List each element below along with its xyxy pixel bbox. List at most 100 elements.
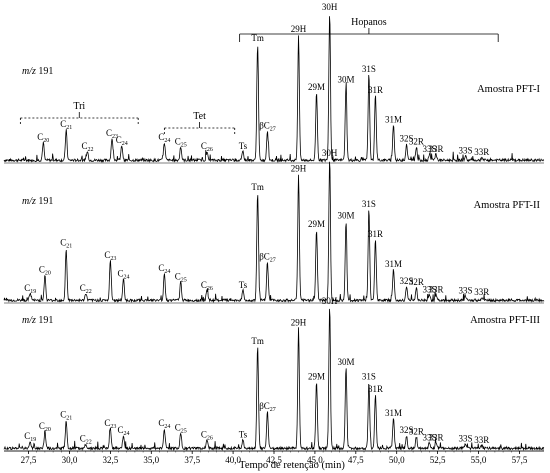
peak-label-subscript: 22 [86, 289, 92, 295]
peak-label: 33S [458, 146, 472, 156]
peak-label: C22 [80, 434, 92, 446]
group-label: Tet [193, 111, 206, 122]
peak-label: C24 [116, 135, 128, 147]
peak-label: C22 [80, 283, 92, 295]
x-axis-title: Tempo de retenção (min) [239, 460, 345, 471]
peak-label-subscript: 21 [66, 125, 72, 131]
peak-label-subscript: 27 [270, 126, 276, 132]
peak-label: 29M [308, 371, 325, 381]
peak-label: 33R [428, 432, 443, 442]
peak-label: 29H [291, 24, 307, 34]
mz-label: m/z 191 [22, 66, 53, 77]
x-axis: Tempo de retenção (min) 27,5 30,0 32,5 35,0… [4, 450, 544, 471]
peak-label: C24 [117, 425, 129, 437]
peak-label-subscript: 24 [164, 269, 170, 275]
peak-label: C23 [104, 418, 116, 430]
x-tick-label: 42,5 [266, 455, 282, 465]
peak-label: 33R [474, 287, 489, 297]
group-label: Tri [73, 101, 85, 112]
peak-label-subscript: 24 [164, 424, 170, 430]
peak-label: 30H [322, 2, 338, 12]
peak-label-subscript: 19 [30, 437, 36, 443]
peak-label: 33R [474, 435, 489, 445]
x-tick-label: 40,0 [225, 455, 241, 465]
peak-label-subscript: 24 [122, 141, 128, 147]
peak-label: 32R [409, 277, 424, 287]
peak-label: 32S [399, 134, 413, 144]
x-tick-label: 52,5 [430, 455, 446, 465]
peak-label: C24 [158, 418, 170, 430]
peak-label: 33S [422, 432, 436, 442]
peak-label-subscript: 24 [124, 431, 130, 437]
peak-label: C20 [39, 421, 51, 433]
peak-label-subscript: 23 [112, 134, 118, 140]
peak-label-subscript: 22 [86, 440, 92, 446]
x-tick-label: 57,5 [512, 455, 528, 465]
peak-label: 33R [428, 144, 443, 154]
peak-label: Ts [239, 141, 248, 151]
mz-prefix: m/z [22, 196, 36, 207]
peak-label-subscript: 21 [66, 244, 72, 250]
peak-label: C26 [201, 280, 213, 292]
chromatogram-trace [3, 308, 545, 451]
peak-label-subscript: 20 [45, 270, 51, 276]
sample-name: Amostra PFT-I [477, 84, 540, 95]
peak-label-subscript: 27 [270, 258, 276, 264]
peak-label: 31R [368, 229, 383, 239]
peak-label: C19 [24, 431, 36, 443]
peak-label: 29H [291, 164, 307, 174]
peak-label-subscript: 26 [207, 147, 213, 153]
peak-label-subscript: 23 [110, 256, 116, 262]
peak-label: Ts [239, 280, 248, 290]
peak-label: 30M [337, 75, 354, 85]
peak-label: C21 [60, 238, 72, 250]
group-brackets: Hopanos Tri Tet [19, 17, 499, 136]
peak-label-subscript: 23 [110, 424, 116, 430]
peak-label: 33S [422, 284, 436, 294]
chromatogram-trace [3, 161, 545, 304]
peak-label: 31M [385, 115, 402, 125]
x-tick-label: 27,5 [21, 455, 37, 465]
peak-label: C20 [39, 264, 51, 276]
peak-label: C19 [24, 283, 36, 295]
x-tick-label: 32,5 [103, 455, 119, 465]
peak-label: 30M [337, 211, 354, 221]
peak-label: C25 [175, 137, 187, 149]
peak-label: Tm [251, 336, 264, 346]
peak-label-subscript: 22 [88, 147, 94, 153]
peak-label: C20 [37, 132, 49, 144]
chromatogram-trace [3, 16, 545, 164]
peak-label: C21 [60, 410, 72, 422]
peak-label: 32S [399, 276, 413, 286]
mz-prefix: m/z [22, 66, 36, 77]
peak-label: 30H [322, 296, 338, 306]
peak-label: 31S [362, 199, 376, 209]
mz-value: 191 [36, 315, 54, 326]
peak-label-subscript: 20 [43, 138, 49, 144]
peak-label-subscript: 24 [124, 275, 130, 281]
peak-label: C26 [201, 141, 213, 153]
peak-label-subscript: 25 [181, 278, 187, 284]
peak-label: 32R [409, 427, 424, 437]
x-tick-label: 30,0 [62, 455, 78, 465]
peak-label: 31S [362, 371, 376, 381]
peak-label: 30M [337, 357, 354, 367]
x-tick-label: 37,5 [184, 455, 200, 465]
peak-label: 31M [385, 408, 402, 418]
group-label: Hopanos [351, 17, 387, 28]
mz-value: 191 [36, 196, 54, 207]
peak-label: C25 [175, 272, 187, 284]
peak-label: 29M [308, 219, 325, 229]
peak-label: 31R [368, 85, 383, 95]
peak-label-subscript: 19 [30, 289, 36, 295]
peak-label: 31R [368, 384, 383, 394]
peak-label: 32S [399, 425, 413, 435]
peak-label: C23 [104, 250, 116, 262]
peak-label-subscript: 25 [181, 428, 187, 434]
mz-value: 191 [36, 66, 54, 77]
peak-label: Tm [251, 182, 264, 192]
